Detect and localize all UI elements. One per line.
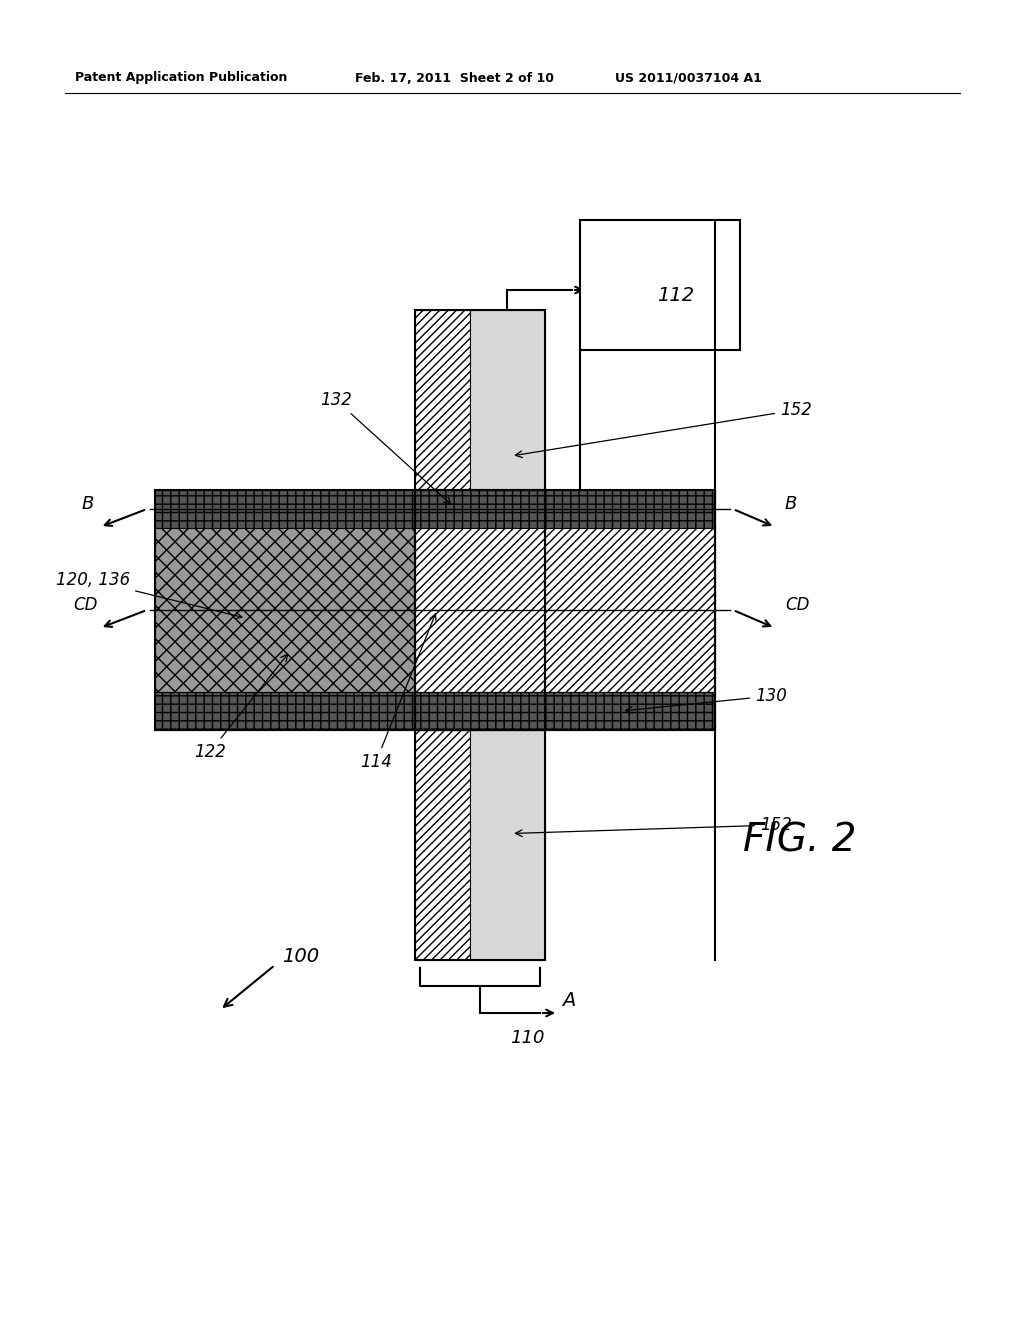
Bar [470, 310, 545, 490]
Text: Feb. 17, 2011  Sheet 2 of 10: Feb. 17, 2011 Sheet 2 of 10 [355, 71, 554, 84]
Bar [155, 490, 415, 528]
Text: CD: CD [73, 597, 97, 614]
Bar [545, 490, 715, 730]
Bar [545, 528, 715, 692]
Bar [415, 490, 545, 730]
Bar [415, 310, 545, 490]
Text: 100: 100 [282, 948, 319, 966]
Bar [415, 490, 545, 528]
Text: Patent Application Publication: Patent Application Publication [75, 71, 288, 84]
Bar [415, 528, 545, 692]
Text: 132: 132 [319, 391, 451, 504]
Bar [415, 730, 470, 960]
Text: 152: 152 [515, 401, 812, 458]
Text: US 2011/0037104 A1: US 2011/0037104 A1 [615, 71, 762, 84]
Text: B: B [785, 495, 798, 513]
Text: 112: 112 [657, 286, 694, 305]
Bar [155, 692, 415, 730]
Bar [155, 528, 415, 692]
Bar [580, 220, 740, 350]
Text: B: B [82, 495, 94, 513]
Bar [545, 490, 715, 528]
Text: CD: CD [785, 597, 809, 614]
Bar [155, 490, 415, 730]
Text: A: A [562, 990, 575, 1010]
Bar [415, 310, 470, 490]
Bar [415, 730, 545, 960]
Bar [415, 692, 545, 730]
Text: A: A [592, 268, 605, 286]
Text: 130: 130 [626, 686, 786, 713]
Text: 120, 136: 120, 136 [55, 572, 242, 619]
Text: 122: 122 [194, 655, 288, 762]
Text: 152: 152 [515, 816, 792, 837]
Text: 114: 114 [360, 614, 436, 771]
Bar [470, 730, 545, 960]
Text: FIG. 2: FIG. 2 [743, 821, 857, 859]
Bar [545, 692, 715, 730]
Text: 110: 110 [510, 1030, 545, 1047]
